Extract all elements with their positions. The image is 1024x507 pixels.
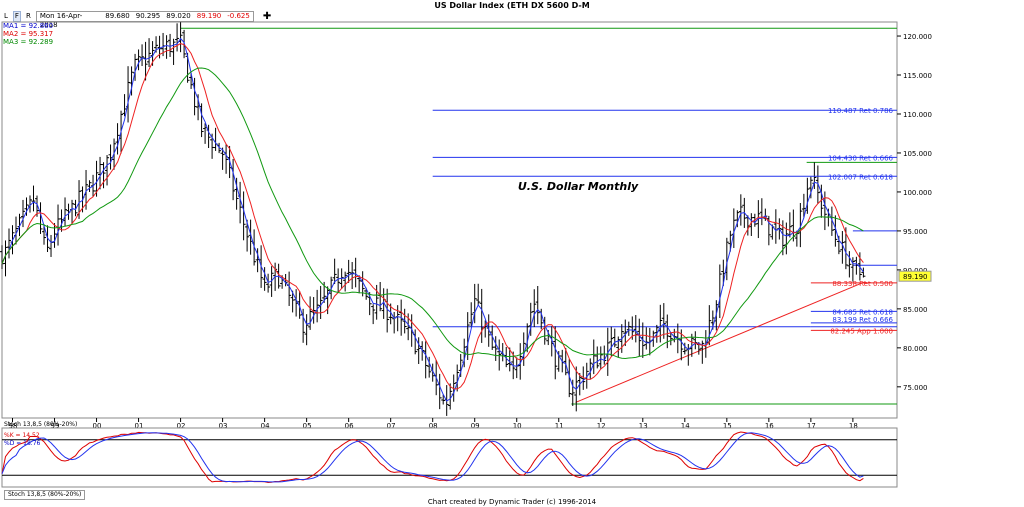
time-tick-label: 03 [219,422,228,430]
time-tick-label: 02 [177,422,186,430]
price-panel-frame [1,21,898,419]
time-tick-label: 06 [345,422,354,430]
ohlc-change: -0.625 [227,12,250,20]
fibonacci-level-label: 104.430 Ret 0.666 [828,154,894,162]
time-tick-label: 98 [9,422,18,430]
time-tick-label: 08 [429,422,438,430]
toolbar-button-r[interactable]: R [25,12,31,20]
chart-title: U.S. Dollar Monthly [518,180,639,193]
price-panel-border [1,21,898,419]
time-tick-label: 99 [51,422,60,430]
time-tick-label: 11 [555,422,564,430]
ohlc-bars [0,22,866,416]
fibonacci-level-label: 83.199 Ret 0.666 [832,316,893,324]
price-tick-label: 120.000 [903,33,932,41]
last-price-label: 89.190 [903,273,928,281]
price-tick-label: 105.000 [903,150,932,158]
time-tick-label: 05 [303,422,312,430]
price-axis: 120.000 115.000 110.000 105.000 100.000 95.00… [897,33,932,392]
stochastic-tab[interactable]: Stoch 13,8,5 (80%-20%) [4,490,86,500]
ma2-line [1,43,864,390]
fibonacci-labels: 110.487 Ret 0.786 104.430 Ret 0.666 102.00… [432,107,897,335]
time-tick-label: 15 [723,422,732,430]
fibonacci-level-label: 84.685 Ret 0.618 [832,308,893,316]
time-tick-label: 14 [681,422,690,430]
time-tick-label: 13 [639,422,648,430]
fibonacci-level-label: 102.007 Ret 0.618 [828,173,893,181]
ma1-legend-label: MA1 = 92.860 [3,22,54,30]
ma3-legend-label: MA3 = 92.289 [3,38,54,46]
price-tick-label: 110.000 [903,111,932,119]
stochastic-d-line [1,432,864,483]
fibonacci-level-label: 82.245 App 1.000 [830,327,893,335]
ma3-line [1,67,864,360]
ma2-legend-label: MA2 = 95.317 [3,30,54,38]
price-tick-label: 85.000 [903,306,928,314]
price-tick-label: 75.000 [903,384,928,392]
price-tick-label: 80.000 [903,345,928,353]
time-tick-label: 04 [261,422,270,430]
ohlc-date: Mon 16-Apr-2018 [39,12,83,29]
crosshair-plus-icon[interactable]: ✚ [262,11,272,22]
price-tick-label: 115.000 [903,72,932,80]
fibonacci-level-label: 110.487 Ret 0.786 [828,107,894,115]
stochastic-legend-label: %K = 14.52 [4,432,40,439]
ma1-line [1,37,864,402]
time-tick-label: 18 [849,422,858,430]
toolbar-button-l[interactable]: L [4,12,8,20]
ohlc-low: 89.020 [166,12,191,20]
ohlc-high: 90.295 [135,12,161,20]
chart-footer: Chart created by Dynamic Trader (c) 1996… [427,498,597,506]
stochastic-legend-label: %D = 18.76 [4,440,41,447]
stochastic-name: Stoch 13,8,5 (80%-20%) [4,421,77,428]
moving-average-legend: MA1 = 92.860 MA2 = 95.317 MA3 = 92.289 [3,22,53,46]
time-axis: 98 99 00 01 02 03 04 05 06 07 08 09 10 11 12 13 14 15 16 17… [9,418,858,430]
moving-averages [1,37,864,402]
fibonacci-level-label: 88.338 Ret 0.500 [832,280,893,288]
stochastic-panel: %K = 14.52%D = 18.76 Stoch 13,8,5 (80%-20… [1,421,898,488]
time-tick-label: 07 [387,422,396,430]
time-tick-label: 00 [93,422,102,430]
time-tick-label: 12 [597,422,606,430]
price-tick-label: 100.000 [903,189,932,197]
time-tick-label: 16 [765,422,774,430]
time-tick-label: 10 [513,422,522,430]
support-trendline [575,281,866,403]
time-tick-label: 01 [135,422,144,430]
time-tick-label: 09 [471,422,480,430]
ohlc-close: 89.190 [196,12,222,20]
chart-window-title: US Dollar Index (ETH DX 5600 D-M [434,1,590,10]
ohlc-open: 89.680 [105,12,130,20]
price-tick-label: 95.000 [903,228,928,236]
time-tick-label: 17 [807,422,816,430]
stochastic-frame [1,427,898,488]
last-price-badge [898,270,932,282]
